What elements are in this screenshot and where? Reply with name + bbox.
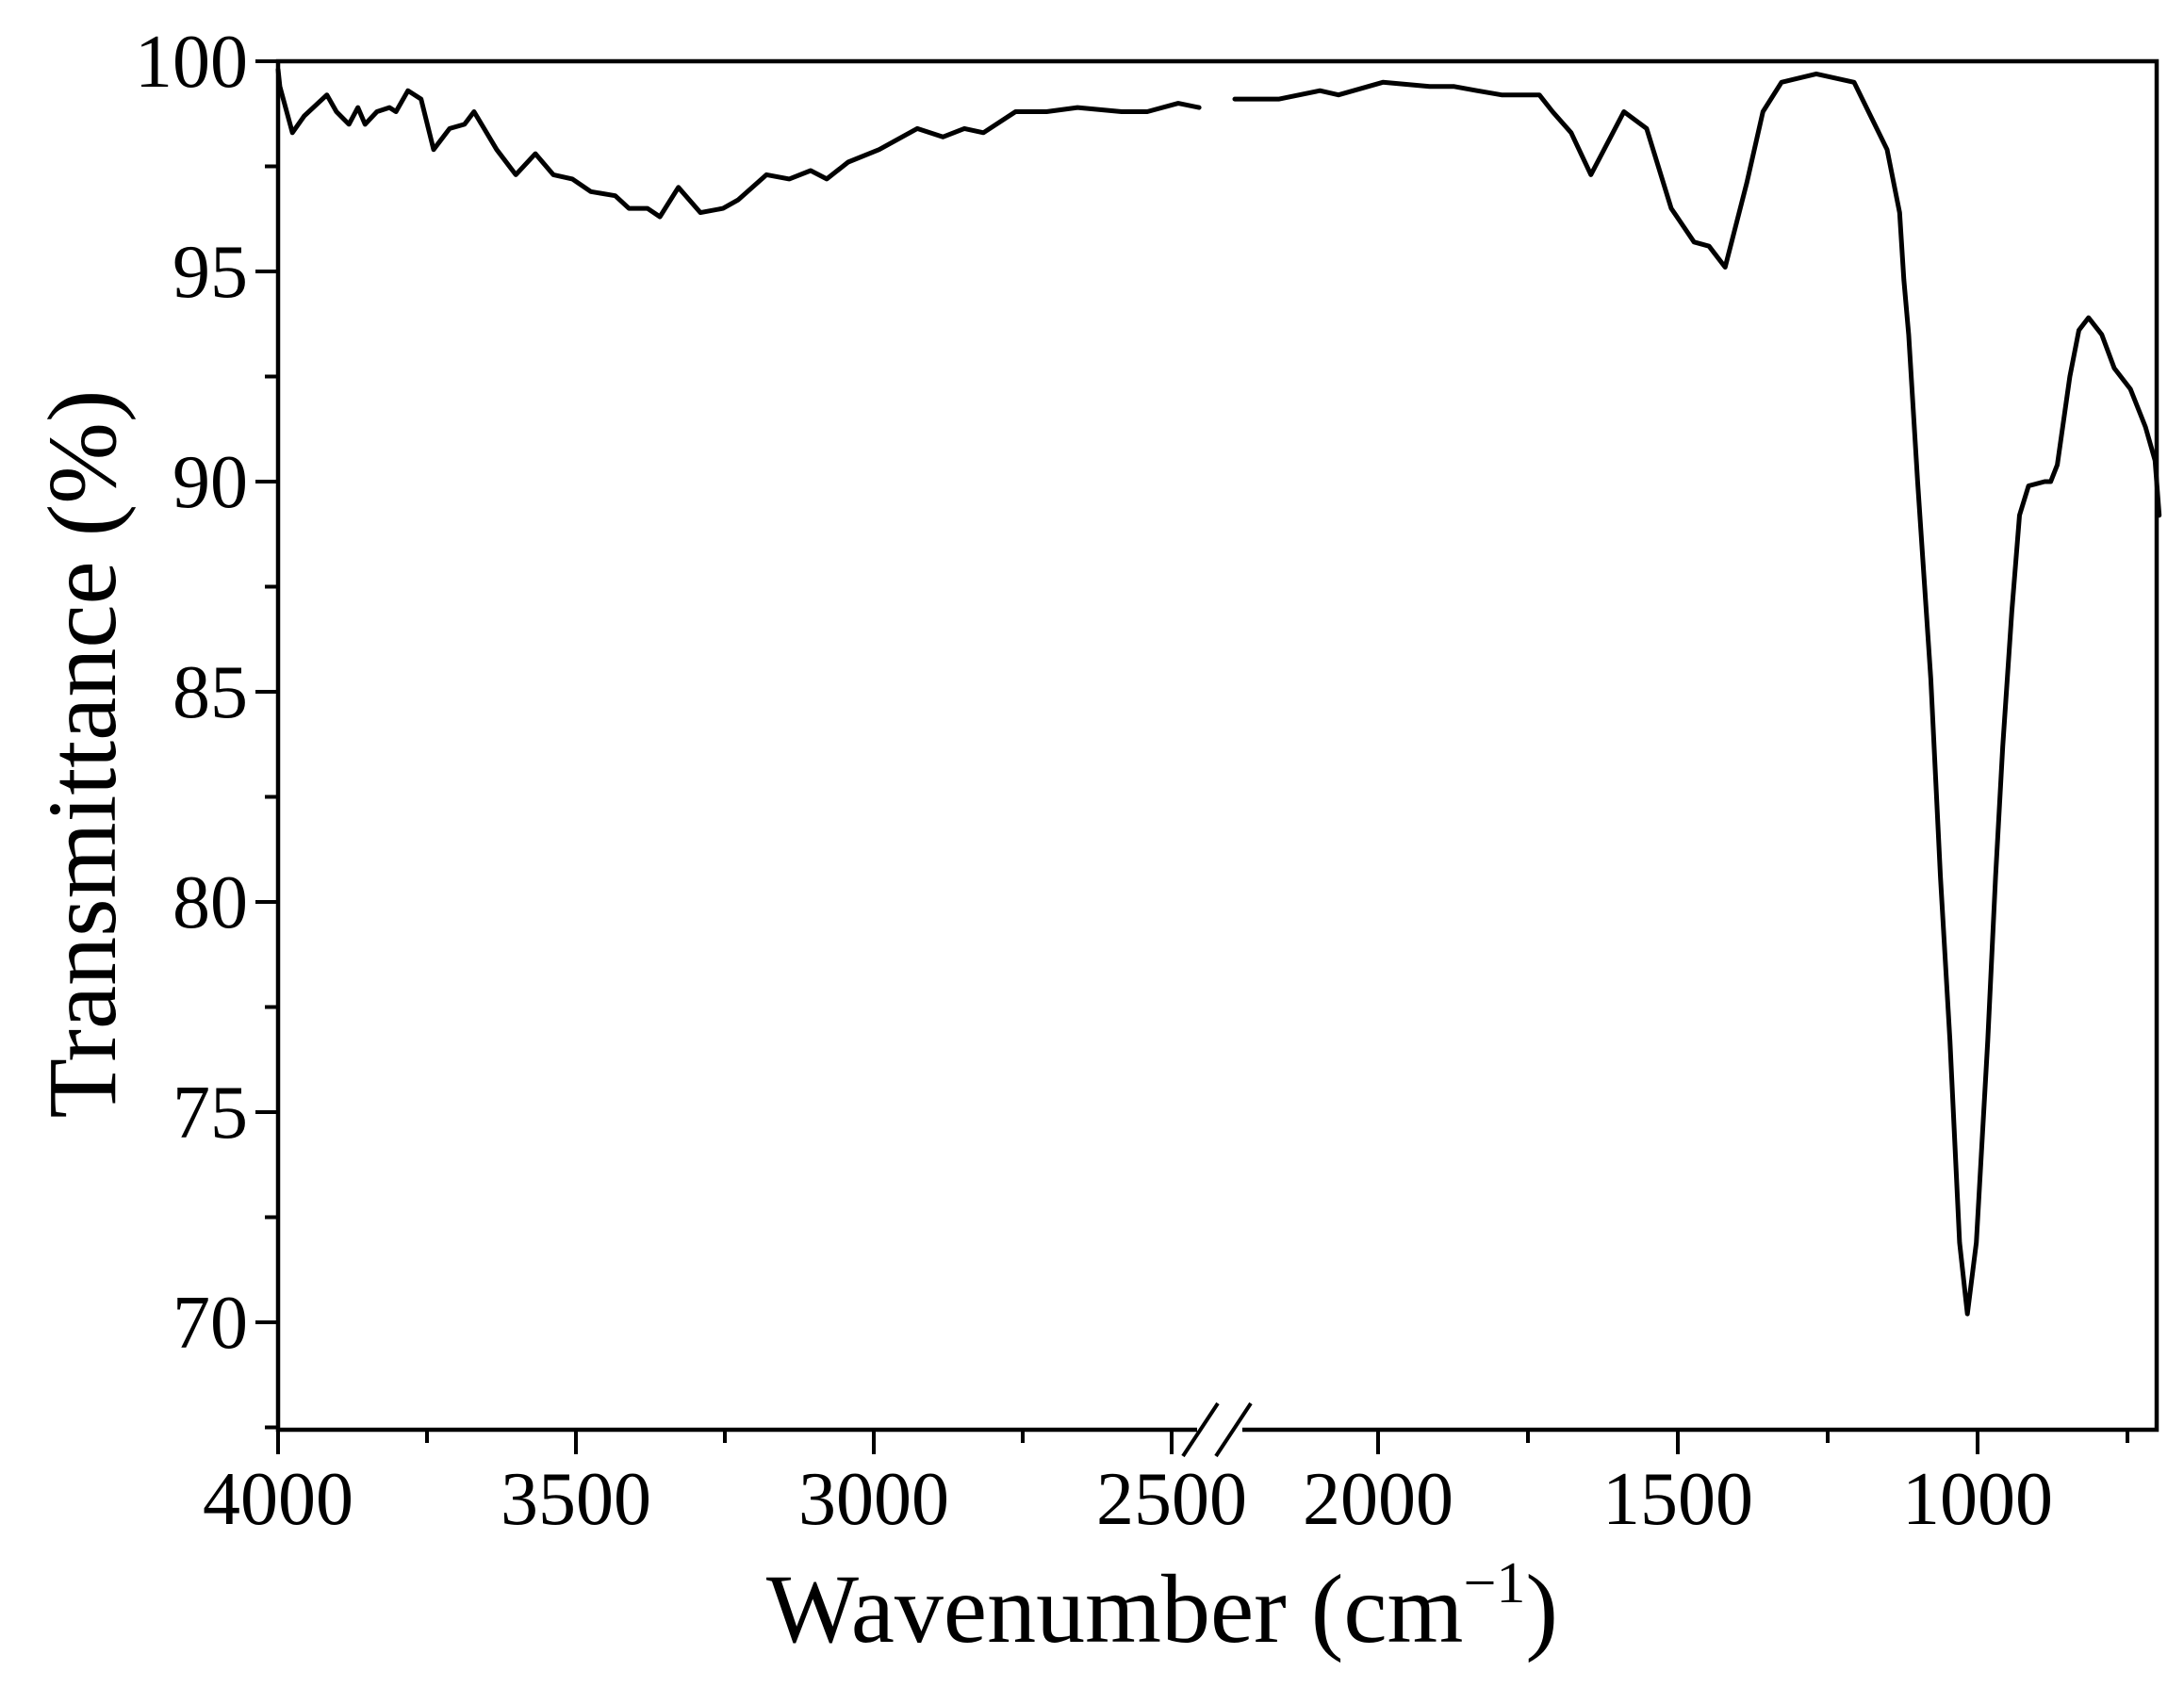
y-tick-label: 80 xyxy=(172,861,248,944)
y-tick-label: 85 xyxy=(172,651,248,734)
y-tick-label: 95 xyxy=(172,231,248,314)
y-tick-label: 75 xyxy=(172,1072,248,1155)
x-tick-label: 2500 xyxy=(1096,1458,1247,1541)
break-slash-right xyxy=(1214,1401,1253,1458)
x-tick-label: 3500 xyxy=(501,1458,651,1541)
x-tick-label: 3000 xyxy=(798,1458,949,1541)
axis-break-marker xyxy=(1181,1401,1253,1458)
y-axis-ticks: 100 95 90 85 80 75 70 xyxy=(135,21,278,1430)
x-tick-label: 1000 xyxy=(1902,1458,2053,1541)
x-axis-title-close: ) xyxy=(1525,1555,1558,1663)
y-axis-title: Transmittance (%) xyxy=(28,389,137,1118)
x-axis-title: Wavenumber (cm−1) xyxy=(766,1551,1558,1663)
x-axis-title-main: Wavenumber (cm xyxy=(766,1555,1464,1663)
spectrum-line xyxy=(1232,71,2162,1317)
y-tick-label: 100 xyxy=(135,21,248,104)
y-tick-label: 90 xyxy=(172,441,248,524)
x-tick-label: 4000 xyxy=(203,1458,353,1541)
x-tick-label: 2000 xyxy=(1303,1458,1453,1541)
y-tick-label: 70 xyxy=(172,1282,248,1365)
spectrum-line xyxy=(275,67,1202,220)
x-axis-title-superscript: −1 xyxy=(1463,1551,1525,1615)
break-slash-left xyxy=(1181,1401,1220,1458)
x-axis-ticks: 4000 3500 3000 2500 2000 1500 1000 xyxy=(203,1430,2129,1541)
x-tick-label: 1500 xyxy=(1602,1458,1753,1541)
spectrum-series xyxy=(275,67,2162,1317)
